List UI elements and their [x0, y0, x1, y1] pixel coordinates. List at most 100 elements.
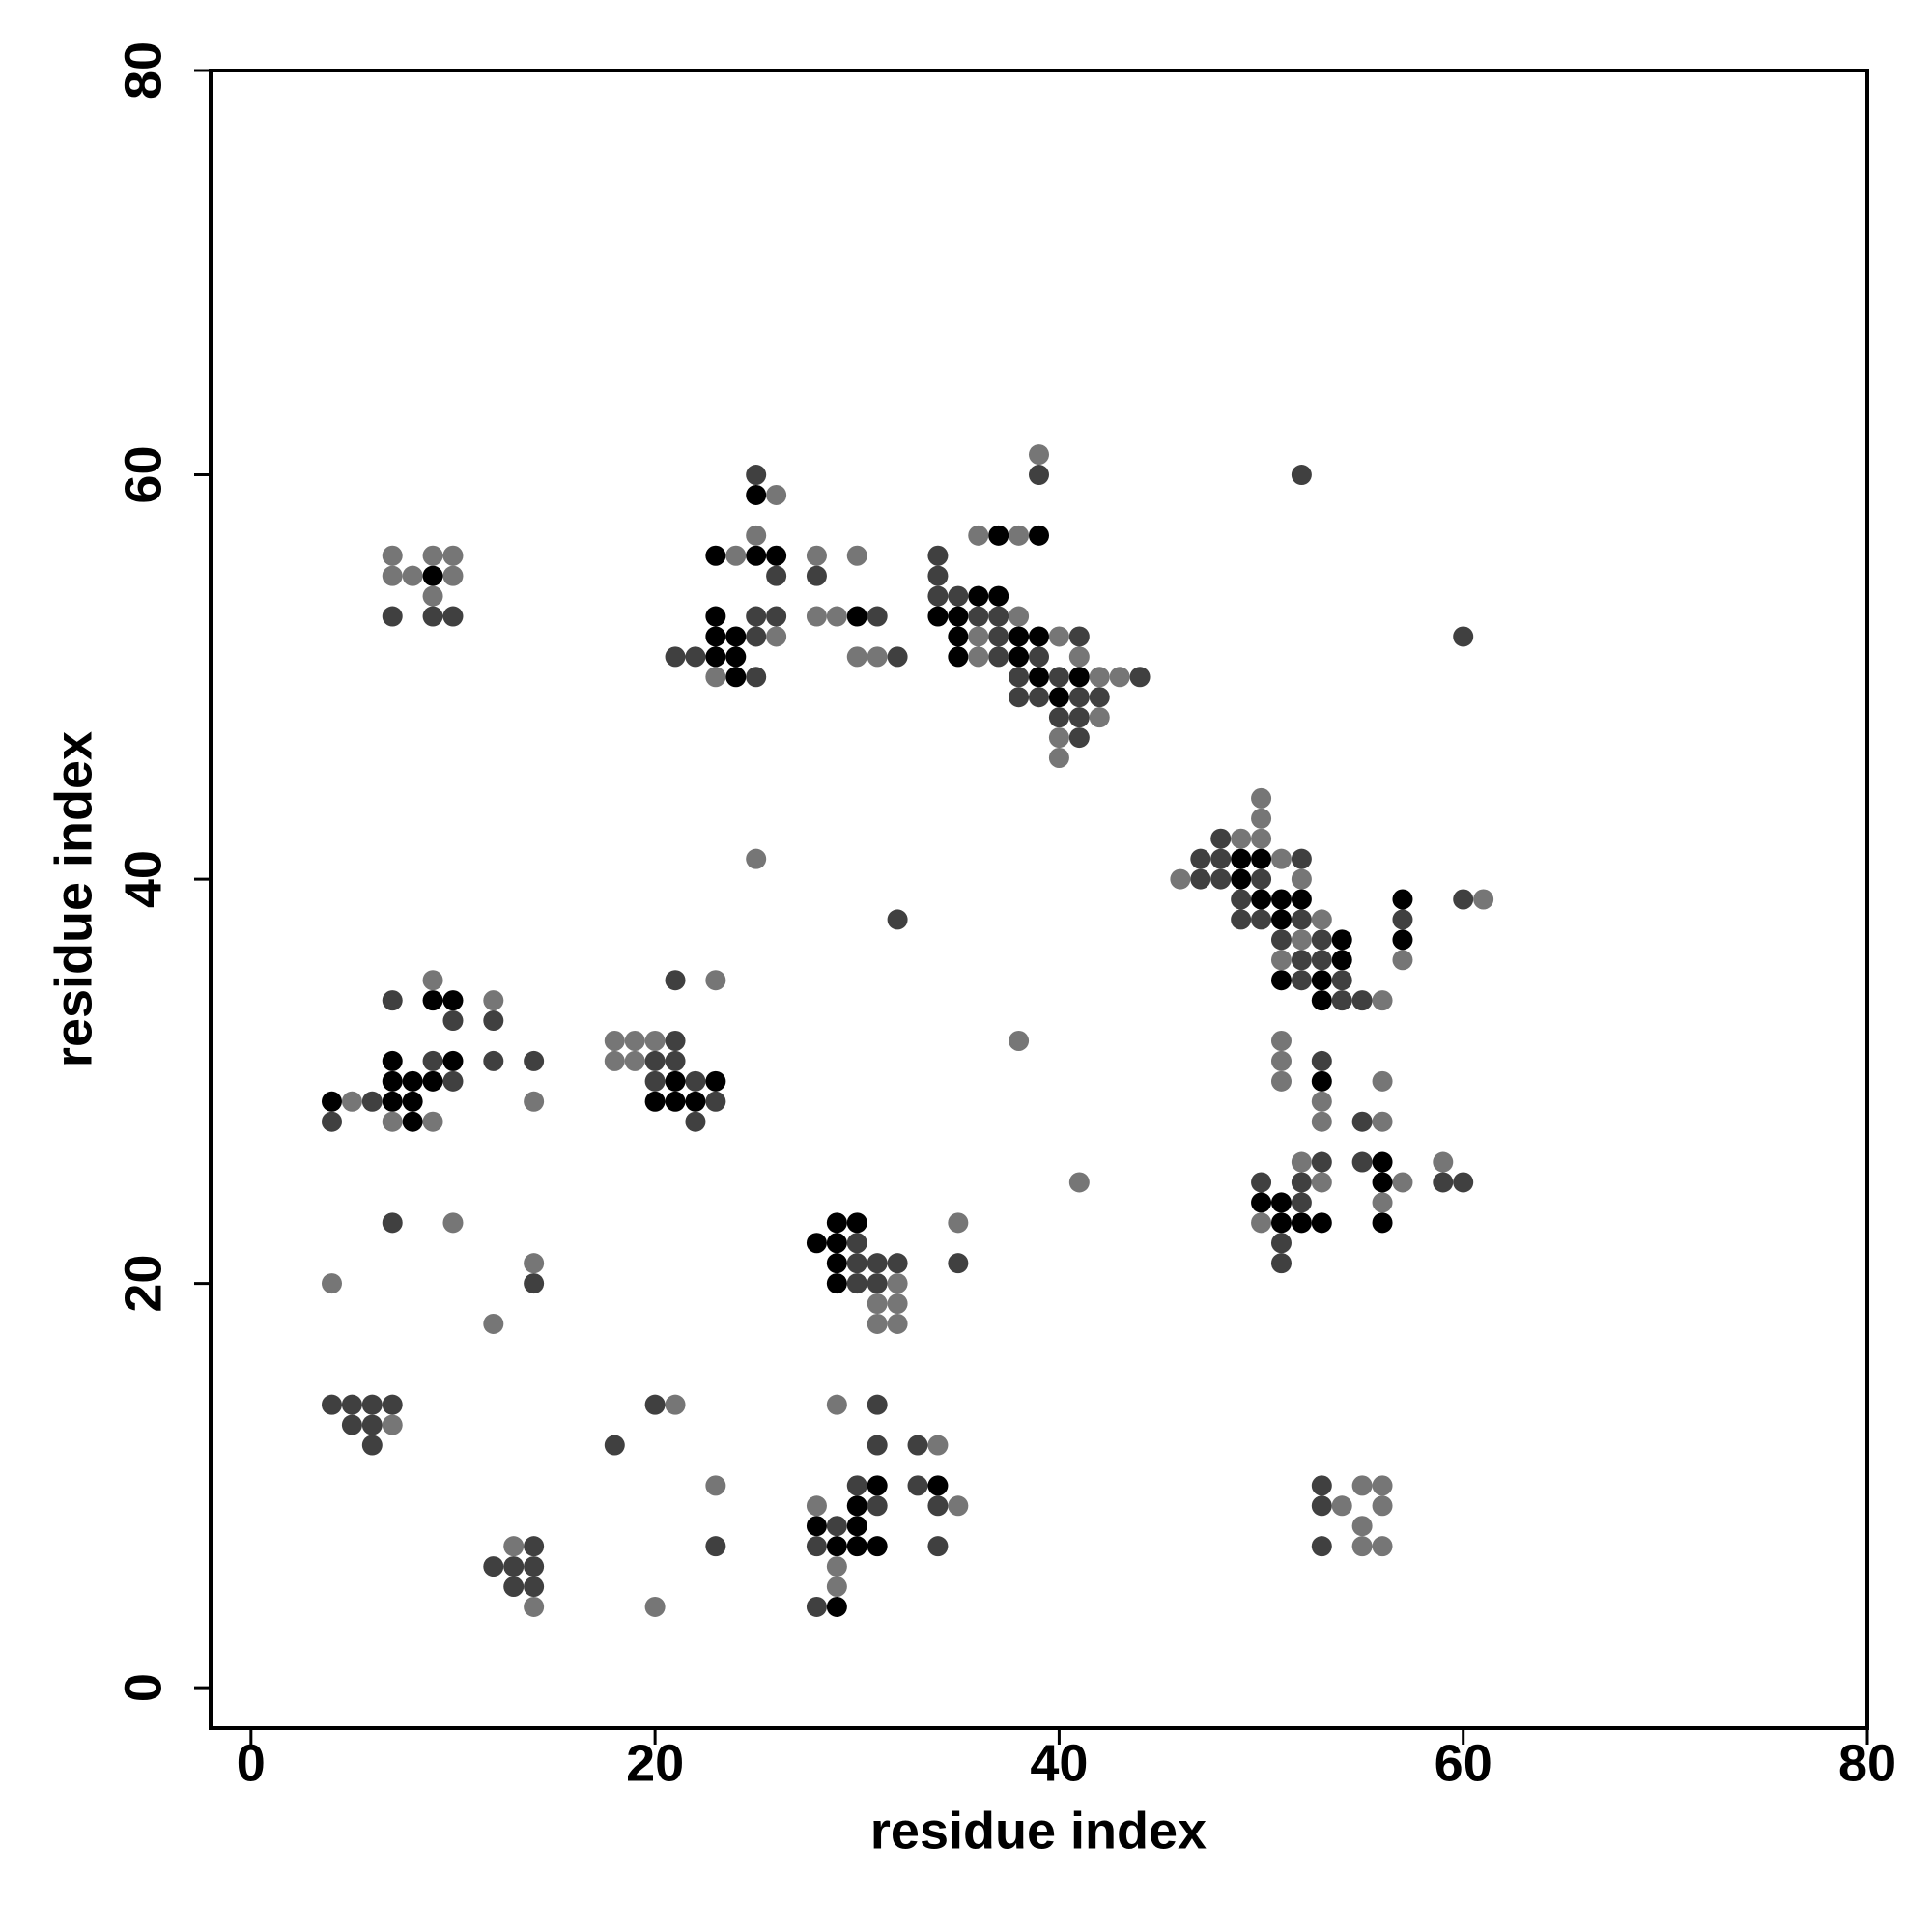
point — [321, 1091, 342, 1112]
point — [1048, 707, 1069, 728]
point — [382, 1111, 403, 1132]
point — [1311, 1495, 1332, 1517]
x-tick-label: 0 — [237, 1734, 266, 1792]
point — [1089, 707, 1110, 728]
point — [968, 626, 989, 647]
point — [948, 1253, 969, 1274]
point — [503, 1556, 525, 1577]
point — [1392, 950, 1413, 971]
point — [948, 1495, 969, 1517]
point — [524, 1050, 545, 1071]
point — [382, 1050, 403, 1071]
point — [887, 909, 908, 930]
point — [1372, 1111, 1393, 1132]
point — [422, 1070, 443, 1092]
y-tick-label: 20 — [114, 1255, 172, 1313]
point — [867, 1536, 888, 1557]
point — [1048, 667, 1069, 688]
point — [705, 1475, 726, 1496]
point — [705, 1091, 726, 1112]
point — [988, 585, 1009, 607]
point — [442, 606, 464, 627]
point — [1048, 748, 1069, 769]
point — [867, 1475, 888, 1496]
point — [442, 565, 464, 586]
point — [968, 646, 989, 668]
point — [1029, 525, 1049, 546]
point — [1251, 909, 1272, 930]
point — [846, 646, 867, 668]
point — [705, 545, 726, 566]
point — [422, 990, 443, 1011]
plot-frame — [209, 69, 1869, 1730]
point — [624, 1030, 645, 1051]
point — [321, 1273, 342, 1294]
point — [1392, 909, 1413, 930]
point — [1331, 970, 1352, 991]
point — [402, 1111, 423, 1132]
point — [887, 1253, 908, 1274]
point — [846, 1536, 867, 1557]
point — [1311, 1172, 1332, 1193]
point — [948, 585, 969, 607]
point — [806, 606, 827, 627]
point — [1048, 626, 1069, 647]
point — [1068, 626, 1090, 647]
point — [968, 525, 989, 546]
point — [524, 1556, 545, 1577]
point — [1068, 687, 1090, 708]
point — [988, 606, 1009, 627]
point — [1331, 950, 1352, 971]
point — [746, 606, 767, 627]
point — [1029, 626, 1049, 647]
point — [826, 1273, 847, 1294]
x-axis-title: residue index — [870, 1802, 1207, 1860]
point — [1392, 929, 1413, 951]
point — [1129, 667, 1151, 688]
point — [422, 565, 443, 586]
point — [725, 667, 747, 688]
point — [948, 626, 969, 647]
point — [382, 545, 403, 566]
point — [1190, 848, 1211, 869]
point — [1210, 828, 1232, 849]
point — [1433, 1172, 1454, 1193]
point — [927, 1475, 949, 1496]
point — [705, 646, 726, 668]
point — [1291, 929, 1312, 951]
point — [1029, 667, 1049, 688]
point — [665, 1070, 686, 1092]
point — [1009, 626, 1030, 647]
point — [1270, 1050, 1292, 1071]
point — [524, 1091, 545, 1112]
point — [382, 606, 403, 627]
point — [341, 1414, 362, 1435]
point — [1311, 1091, 1332, 1112]
point — [1291, 868, 1312, 890]
point — [604, 1030, 625, 1051]
point — [846, 1475, 867, 1496]
point — [806, 545, 827, 566]
point — [826, 1212, 847, 1234]
point — [1048, 687, 1069, 708]
point — [907, 1435, 928, 1456]
point — [442, 1212, 464, 1234]
point — [1170, 868, 1191, 890]
point — [846, 1516, 867, 1537]
point — [1029, 646, 1049, 668]
point — [1291, 950, 1312, 971]
point — [442, 545, 464, 566]
point — [1270, 1233, 1292, 1254]
point — [665, 1394, 686, 1415]
point — [1251, 1172, 1272, 1193]
point — [665, 970, 686, 991]
point — [1392, 889, 1413, 910]
point — [604, 1435, 625, 1456]
point — [846, 1212, 867, 1234]
point — [1453, 889, 1474, 910]
point — [1372, 1536, 1393, 1557]
point — [483, 1313, 504, 1334]
point — [483, 1050, 504, 1071]
point — [644, 1070, 666, 1092]
point — [1311, 1536, 1332, 1557]
